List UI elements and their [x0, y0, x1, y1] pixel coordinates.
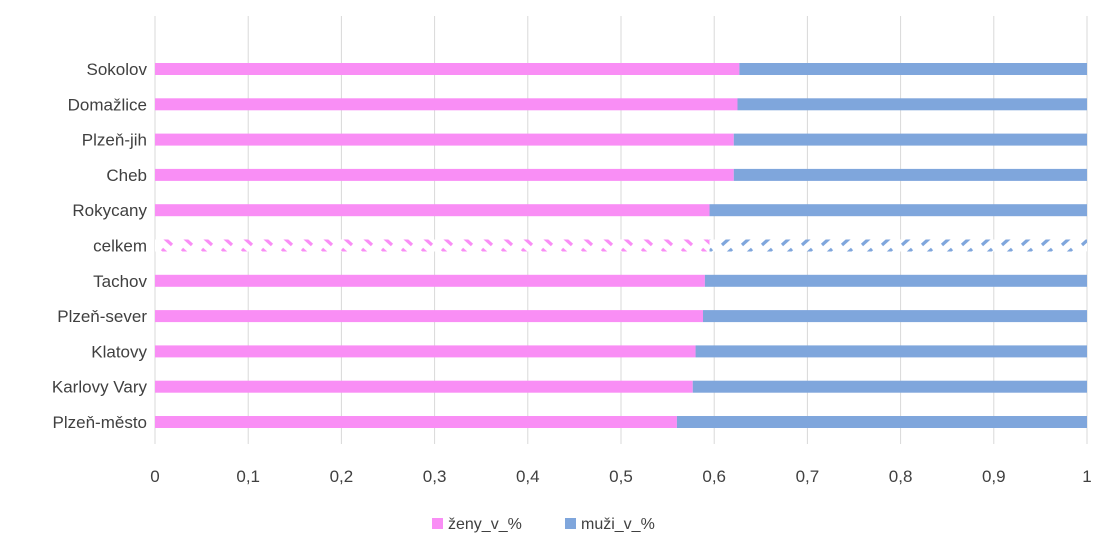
x-tick-label: 0,4 — [516, 467, 540, 486]
x-tick-label: 0,2 — [330, 467, 354, 486]
legend-swatch — [565, 518, 576, 529]
category-label: Plzeň-jih — [82, 131, 147, 150]
x-tick-label: 0,5 — [609, 467, 633, 486]
bar-muzi — [695, 345, 1087, 358]
grid — [154, 16, 1088, 444]
bar-muzi — [703, 310, 1087, 323]
x-tick-label: 0,3 — [423, 467, 447, 486]
bar-zeny — [155, 274, 705, 287]
bar-zeny — [155, 416, 677, 428]
x-axis-ticks: 0 0,1 0,2 0,3 0,4 0,5 0,6 0,7 0,8 0,9 1 — [150, 467, 1091, 486]
bar-zeny — [155, 204, 710, 217]
x-tick-label: 0 — [150, 467, 159, 486]
bar-muzi — [704, 274, 1087, 287]
x-tick-label: 0,7 — [796, 467, 820, 486]
category-label: Plzeň-město — [53, 413, 147, 432]
bar-zeny — [155, 239, 710, 252]
bar-zeny — [155, 98, 738, 111]
bar-muzi — [709, 204, 1087, 217]
category-label: Cheb — [106, 166, 147, 185]
bar-zeny — [155, 63, 740, 75]
bar-muzi — [676, 416, 1087, 428]
x-tick-label: 0,9 — [982, 467, 1006, 486]
bar-zeny — [155, 133, 734, 146]
bar-zeny — [155, 168, 734, 181]
bar-zeny — [155, 345, 696, 358]
legend-label: muži_v_% — [581, 516, 655, 533]
category-label: Karlovy Vary — [52, 378, 148, 397]
legend-swatch — [432, 518, 443, 529]
category-label: celkem — [93, 237, 147, 256]
category-labels: Sokolov Domažlice Plzeň-jih Cheb Rokycany cel… — [52, 60, 148, 432]
category-label: Tachov — [93, 272, 147, 291]
bar-muzi — [739, 63, 1087, 75]
x-tick-label: 1 — [1082, 467, 1091, 486]
bar-muzi — [692, 380, 1087, 393]
category-label: Rokycany — [72, 201, 147, 220]
category-label: Sokolov — [87, 60, 148, 79]
category-label: Domažlice — [68, 95, 147, 114]
x-tick-label: 0,8 — [889, 467, 913, 486]
x-tick-label: 0,6 — [702, 467, 726, 486]
bar-muzi — [709, 239, 1087, 252]
bar-muzi — [733, 133, 1087, 146]
bar-muzi — [733, 168, 1087, 181]
bars — [155, 63, 1087, 428]
category-label: Plzeň-sever — [57, 307, 147, 326]
bar-muzi — [737, 98, 1087, 111]
legend: ženy_v_% muži_v_% — [432, 516, 655, 533]
bar-zeny — [155, 380, 693, 393]
legend-label: ženy_v_% — [448, 516, 522, 533]
x-tick-label: 0,1 — [236, 467, 260, 486]
bar-zeny — [155, 310, 704, 323]
category-label: Klatovy — [91, 342, 147, 361]
